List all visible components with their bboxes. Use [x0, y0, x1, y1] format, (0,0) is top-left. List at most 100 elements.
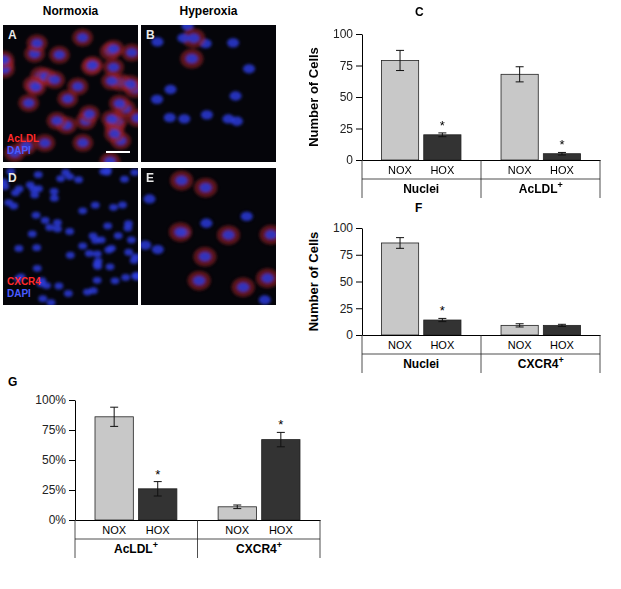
y-tick-label: 100% — [35, 393, 66, 407]
nucleus-stain — [93, 277, 102, 284]
series-label: HOX — [269, 524, 294, 536]
panel-letter: A — [8, 28, 17, 42]
scale-bar — [106, 151, 130, 153]
bar — [381, 60, 418, 160]
y-tick: 75 — [340, 248, 362, 262]
nucleus-stain — [108, 44, 119, 53]
y-tick-label: 75 — [340, 248, 354, 262]
separator — [197, 520, 198, 558]
nucleus-stain — [114, 99, 125, 108]
y-tick-mark — [356, 335, 362, 336]
nucleus-stain — [164, 113, 176, 122]
micrograph-background — [141, 25, 276, 162]
y-tick-label: 25 — [340, 302, 354, 316]
nucleus-stain — [186, 54, 198, 63]
y-tick-label: 0 — [346, 153, 353, 167]
series-label: HOX — [146, 524, 171, 536]
error-bar — [558, 152, 566, 155]
series-label: HOX — [430, 339, 455, 351]
nucleus-stain — [89, 233, 98, 240]
nucleus-stain — [64, 290, 73, 297]
y-tick-mark — [356, 34, 362, 35]
cytoplasm-stain — [232, 277, 255, 297]
cytoplasm-stain — [120, 75, 138, 93]
cytoplasm-stain — [103, 40, 124, 58]
nucleus-stain — [38, 295, 47, 302]
cytoplasm-stain — [104, 125, 125, 143]
category-label: Nuclei — [403, 357, 439, 371]
micrograph — [141, 25, 276, 162]
nucleus-stain — [127, 237, 136, 244]
nucleus-stain — [32, 212, 41, 219]
nucleus-stain — [188, 34, 200, 43]
nucleus-stain — [11, 189, 20, 196]
nucleus-stain — [241, 212, 253, 221]
nucleus-stain — [151, 95, 163, 104]
nucleus-stain — [53, 225, 62, 232]
series-label: HOX — [430, 164, 455, 176]
cytoplasm-stain — [27, 34, 48, 52]
y-tick: 75% — [42, 423, 75, 437]
y-tick-mark — [356, 282, 362, 283]
nucleus-stain — [152, 245, 164, 254]
nucleus-stain — [103, 168, 112, 174]
category-label: CXCR4+ — [236, 540, 282, 556]
nucleus-stain — [34, 185, 43, 192]
nucleus-stain — [32, 39, 43, 48]
cells — [3, 168, 138, 305]
nucleus-stain — [85, 250, 94, 257]
y-axis: 0%25%50%75%100% — [35, 393, 75, 527]
micrograph-background — [141, 168, 276, 305]
category-label: Nuclei — [403, 182, 439, 196]
cytoplasm-stain — [67, 77, 88, 95]
nucleus-stain — [78, 207, 87, 214]
nucleus-stain — [130, 169, 138, 176]
y-tick: 0% — [49, 513, 75, 527]
column-header: Normoxia — [43, 4, 99, 18]
cytoplasm-stain — [72, 29, 93, 47]
x-axis-line — [363, 335, 601, 336]
cytoplasm-stain — [49, 46, 70, 64]
nucleus-stain — [114, 232, 123, 239]
y-axis-line — [75, 401, 76, 521]
nucleus-stain — [28, 231, 37, 238]
y-tick-label: 25 — [340, 122, 354, 136]
error-bar — [154, 482, 162, 496]
series-label: NOX — [225, 524, 250, 536]
nucleus-stain — [126, 48, 137, 57]
cytoplasm-stain — [44, 71, 65, 89]
nucleus-stain — [121, 274, 130, 281]
nucleus-stain — [103, 223, 112, 230]
y-tick-mark — [356, 160, 362, 161]
nucleus-stain — [109, 130, 120, 139]
nucleus-stain — [62, 94, 73, 103]
cytoplasm-stain — [194, 178, 217, 198]
bar-chart: 0255075100**NOXHOXNucleiNOXHOXAcLDL+CNum… — [306, 5, 601, 198]
error-bar — [516, 324, 524, 327]
bar — [501, 74, 538, 160]
y-tick-mark — [356, 129, 362, 130]
nucleus-stain — [47, 299, 56, 305]
nucleus-stain — [123, 225, 132, 232]
nucleus-stain — [178, 114, 190, 123]
bar — [262, 440, 300, 520]
bar — [95, 417, 133, 520]
cytoplasm-stain — [217, 225, 240, 245]
panel-letter: D — [8, 171, 17, 185]
nucleus-stain — [105, 157, 116, 162]
nucleus-stain — [199, 252, 211, 261]
significance-mark: * — [440, 303, 445, 318]
micrograph — [3, 168, 138, 305]
nucleus-stain — [176, 176, 188, 185]
cytoplasm-stain — [193, 247, 216, 267]
nucleus-stain — [91, 202, 100, 209]
y-tick-mark — [69, 430, 75, 431]
y-tick-label: 75 — [340, 59, 354, 73]
cytoplasm-stain — [256, 268, 276, 288]
y-tick: 50 — [340, 90, 362, 104]
nucleus-stain — [93, 251, 102, 258]
y-tick-label: 0 — [346, 328, 353, 342]
nucleus-stain — [56, 175, 65, 182]
category-label: AcLDL+ — [519, 180, 563, 196]
y-tick-mark — [69, 490, 75, 491]
